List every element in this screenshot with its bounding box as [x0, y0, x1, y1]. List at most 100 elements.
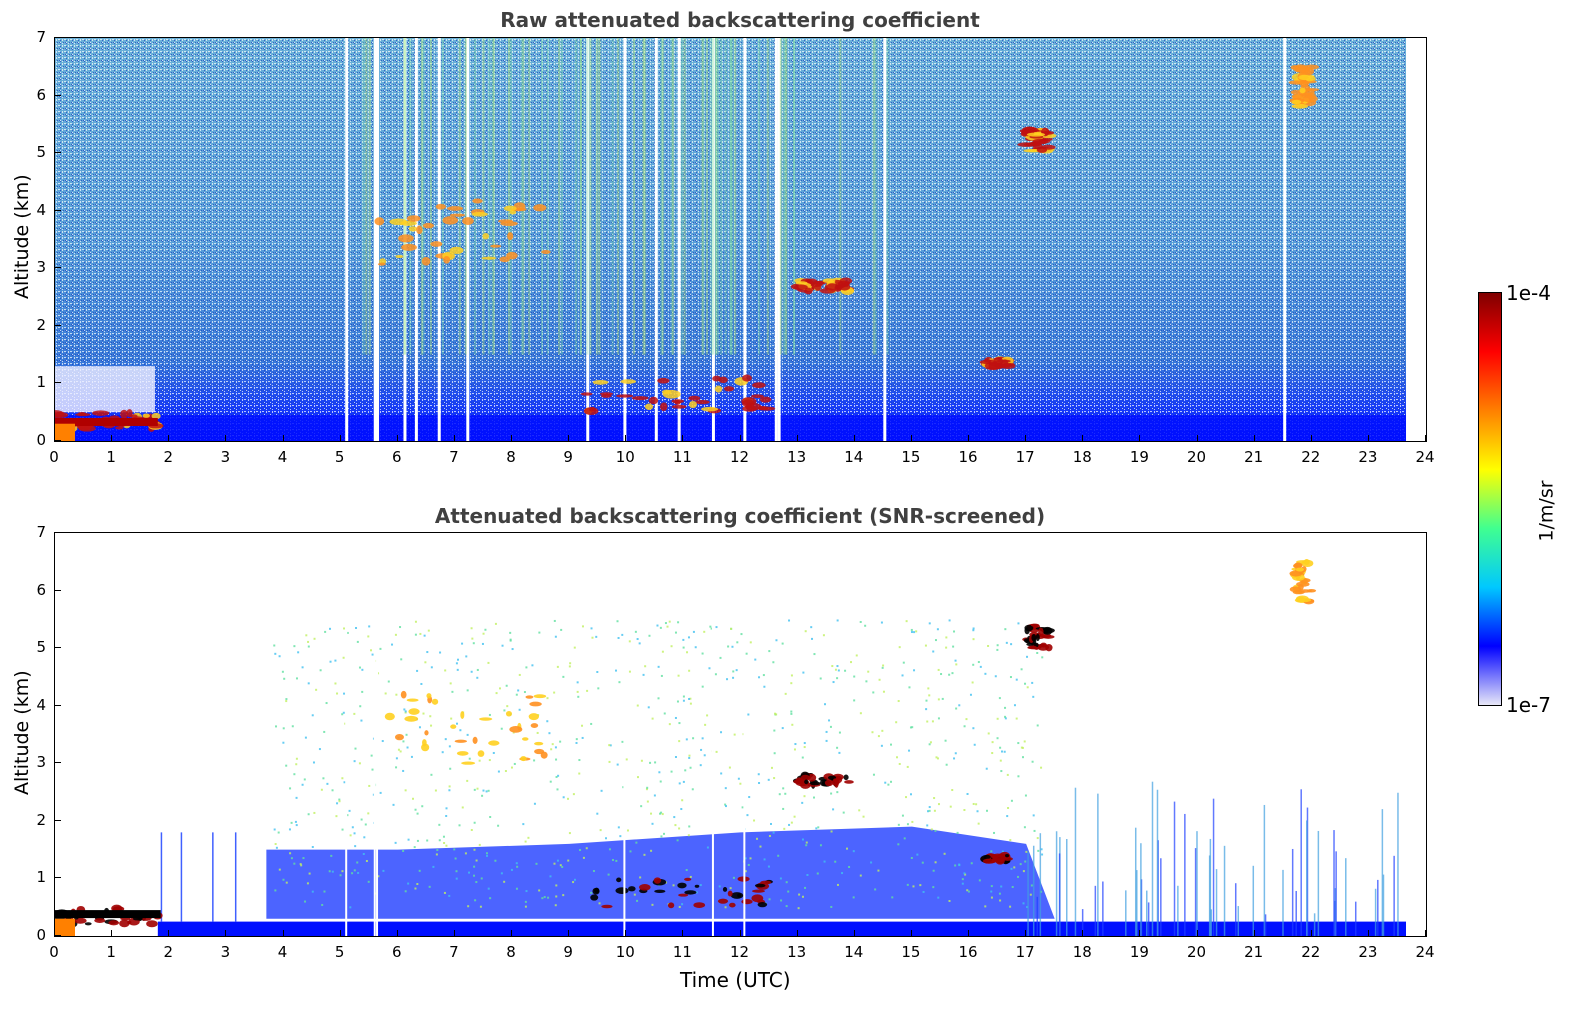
y-tick-label: 4	[36, 695, 46, 714]
x-tick-label: 15	[901, 448, 921, 466]
x-tick-label: 19	[1129, 448, 1149, 466]
x-axis-label: Time (UTC)	[680, 968, 791, 992]
x-tick-mark	[339, 435, 341, 441]
x-tick-label: 20	[1186, 943, 1207, 961]
x-tick-mark	[1367, 930, 1369, 936]
x-tick-mark	[511, 930, 512, 936]
x-tick-label: 11	[672, 448, 692, 466]
y-tick-mark	[55, 267, 61, 269]
x-tick-label: 10	[615, 448, 635, 466]
x-tick-label: 17	[1015, 448, 1035, 466]
x-tick-label: 0	[49, 943, 59, 961]
top-panel-title: Raw attenuated backscattering coefficien…	[500, 8, 980, 32]
x-tick-mark	[1425, 435, 1426, 441]
x-tick-label: 24	[1415, 448, 1435, 466]
x-tick-mark	[568, 435, 570, 441]
x-tick-mark	[739, 435, 741, 441]
x-tick-mark	[1425, 930, 1426, 936]
x-tick-label: 5	[334, 943, 345, 961]
colorbar-min-label: 1e-7	[1506, 693, 1551, 717]
x-tick-label: 18	[1072, 448, 1092, 466]
x-tick-label: 4	[277, 943, 288, 961]
top-heatmap-panel	[54, 37, 1427, 442]
x-tick-label: 22	[1301, 943, 1321, 961]
x-tick-mark	[910, 930, 912, 936]
x-tick-mark	[1310, 930, 1312, 936]
y-tick-label: 6	[36, 85, 46, 104]
y-tick-label: 1	[36, 868, 46, 887]
top-y-axis-label: Altitude (km)	[11, 174, 33, 299]
x-tick-mark	[796, 930, 798, 936]
x-tick-label: 5	[334, 448, 345, 466]
x-tick-mark	[625, 930, 627, 936]
y-tick-mark	[55, 647, 61, 649]
y-tick-mark	[55, 935, 61, 936]
x-tick-mark	[682, 930, 684, 936]
x-tick-label: 18	[1072, 943, 1092, 961]
x-tick-mark	[1139, 930, 1141, 936]
x-tick-label: 13	[787, 943, 807, 961]
y-tick-mark	[55, 94, 61, 96]
y-tick-label: 2	[36, 315, 46, 334]
y-tick-mark	[55, 762, 61, 764]
x-tick-label: 15	[901, 943, 921, 961]
x-tick-label: 1	[106, 448, 116, 466]
y-tick-mark	[55, 382, 61, 384]
x-tick-label: 16	[958, 943, 978, 961]
y-tick-mark	[55, 532, 61, 533]
x-tick-label: 21	[1244, 448, 1264, 466]
x-tick-mark	[1253, 930, 1255, 936]
x-tick-label: 12	[729, 448, 750, 466]
x-tick-label: 3	[220, 943, 231, 961]
x-tick-mark	[225, 435, 227, 441]
x-tick-mark	[796, 435, 798, 441]
y-tick-mark	[55, 589, 61, 591]
x-tick-label: 7	[449, 943, 459, 961]
y-tick-label: 7	[36, 523, 46, 541]
x-tick-mark	[54, 930, 55, 936]
x-tick-label: 0	[49, 448, 59, 466]
x-tick-label: 11	[672, 943, 692, 961]
y-tick-label: 3	[36, 258, 46, 277]
colorbar	[1478, 292, 1502, 706]
y-tick-label: 2	[36, 810, 46, 829]
x-tick-label: 14	[844, 943, 864, 961]
y-tick-label: 3	[36, 753, 46, 772]
x-tick-mark	[511, 435, 512, 441]
x-tick-label: 8	[506, 448, 516, 466]
y-tick-label: 5	[36, 143, 46, 162]
x-tick-mark	[1082, 435, 1084, 441]
x-tick-mark	[168, 930, 170, 936]
colorbar-max-label: 1e-4	[1506, 281, 1551, 305]
x-tick-mark	[853, 435, 855, 441]
bottom-y-axis-label: Altitude (km)	[11, 670, 33, 795]
y-tick-label: 6	[36, 580, 46, 599]
x-tick-label: 1	[106, 943, 116, 961]
x-tick-label: 14	[844, 448, 864, 466]
x-tick-label: 2	[163, 448, 174, 466]
x-tick-mark	[739, 930, 741, 936]
x-tick-mark	[282, 930, 284, 936]
y-tick-label: 0	[36, 431, 46, 449]
x-tick-mark	[1367, 435, 1369, 441]
y-tick-mark	[55, 209, 61, 211]
y-tick-label: 1	[36, 373, 46, 392]
x-tick-label: 9	[563, 943, 573, 961]
x-tick-label: 9	[563, 448, 573, 466]
x-tick-mark	[453, 435, 455, 441]
x-tick-mark	[1253, 435, 1255, 441]
x-tick-mark	[968, 435, 969, 441]
y-tick-mark	[55, 324, 61, 326]
x-tick-mark	[1082, 930, 1084, 936]
x-tick-mark	[853, 930, 855, 936]
x-tick-label: 6	[391, 448, 402, 466]
colorbar-unit-label: 1/m/sr	[1535, 480, 1558, 542]
bottom-heatmap-image	[55, 533, 1407, 936]
x-tick-mark	[1310, 435, 1312, 441]
x-tick-mark	[910, 435, 912, 441]
x-tick-mark	[339, 930, 341, 936]
x-tick-mark	[282, 435, 284, 441]
x-tick-label: 17	[1015, 943, 1035, 961]
x-tick-label: 19	[1129, 943, 1149, 961]
x-tick-label: 7	[449, 448, 459, 466]
